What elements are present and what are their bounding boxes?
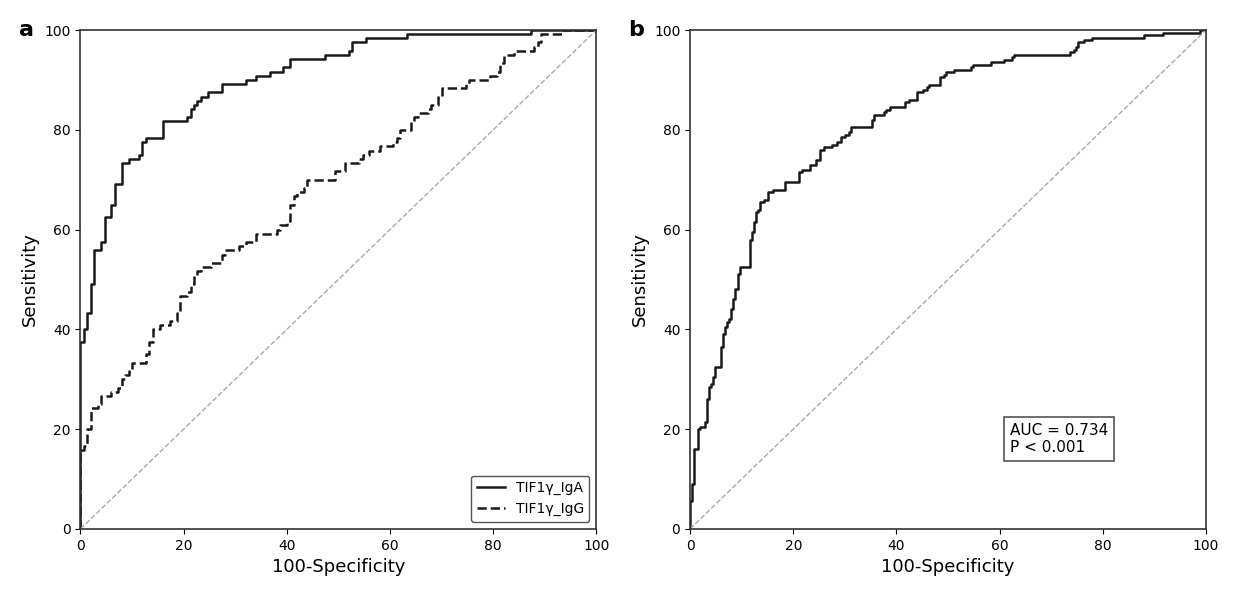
Y-axis label: Sensitivity: Sensitivity <box>630 232 649 327</box>
Text: b: b <box>629 20 644 40</box>
X-axis label: 100-Specificity: 100-Specificity <box>272 558 405 576</box>
Text: a: a <box>19 20 33 40</box>
Legend: TIF1γ_IgA, TIF1γ_IgG: TIF1γ_IgA, TIF1γ_IgG <box>471 476 589 522</box>
Text: AUC = 0.734
P < 0.001: AUC = 0.734 P < 0.001 <box>1009 423 1109 456</box>
Y-axis label: Sensitivity: Sensitivity <box>21 232 38 327</box>
X-axis label: 100-Specificity: 100-Specificity <box>882 558 1014 576</box>
